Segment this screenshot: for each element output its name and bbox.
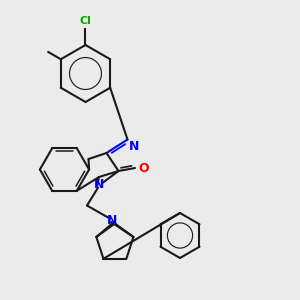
Text: N: N bbox=[94, 178, 104, 191]
Text: N: N bbox=[107, 214, 118, 227]
Text: N: N bbox=[129, 140, 140, 153]
Text: O: O bbox=[138, 161, 148, 175]
Text: Cl: Cl bbox=[80, 16, 92, 26]
